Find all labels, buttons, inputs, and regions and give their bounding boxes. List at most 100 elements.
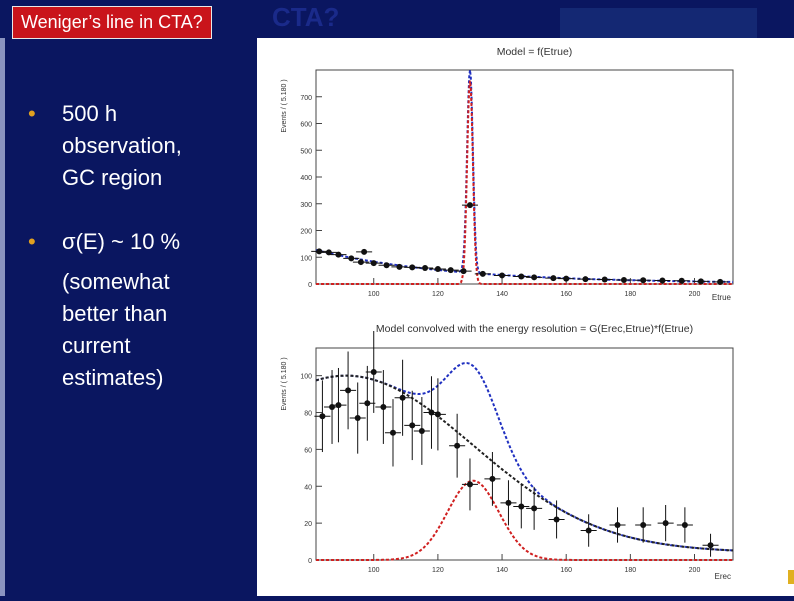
data-point (466, 202, 473, 209)
model-signal-curve (316, 80, 733, 285)
y-tick-label: 200 (300, 229, 312, 236)
y-tick-label: 600 (300, 122, 312, 129)
data-point (454, 442, 461, 449)
x-tick-label: 160 (560, 291, 572, 298)
data-point (620, 276, 627, 283)
y-tick-label: 500 (300, 148, 312, 155)
x-axis-label: Erec (715, 572, 731, 581)
sub-line: current (62, 333, 131, 358)
data-point (553, 516, 560, 523)
data-point (499, 272, 506, 279)
data-point (582, 276, 589, 283)
data-point (640, 277, 647, 284)
x-tick-label: 140 (496, 291, 508, 298)
data-point (335, 402, 342, 409)
bullet-observation: • 500 h observation, GC region (28, 98, 262, 194)
data-point (396, 263, 403, 270)
data-point (447, 267, 454, 274)
x-tick-label: 100 (368, 567, 380, 574)
model-total-curve (315, 69, 734, 283)
bullet-line: GC region (62, 165, 163, 190)
slide-edge-mark (788, 570, 794, 584)
data-point (466, 481, 473, 488)
data-point (409, 422, 416, 429)
data-point (383, 262, 390, 269)
data-point (399, 394, 406, 401)
model-signal-curve (316, 479, 733, 561)
data-point (707, 542, 714, 549)
slide-left-stripe (0, 0, 5, 596)
data-point (717, 278, 724, 285)
sub-line: (somewhat (62, 269, 170, 294)
data-point (659, 277, 666, 284)
plot-panel: Model = f(Etrue) Etrue Events / ( 5.180 ) 1… (257, 38, 794, 596)
sub-line: estimates) (62, 365, 164, 390)
x-axis-label: Etrue (712, 293, 732, 302)
y-tick-label: 0 (308, 282, 312, 289)
data-point (518, 503, 525, 510)
data-point (370, 260, 377, 267)
data-point (505, 499, 512, 506)
y-tick-label: 80 (304, 411, 312, 418)
bullet-list: • 500 h observation, GC region • σ(E) ~ … (28, 98, 262, 394)
data-point (531, 274, 538, 281)
x-tick-label: 200 (689, 567, 701, 574)
data-point (550, 275, 557, 282)
data-point (518, 273, 525, 280)
y-tick-label: 20 (304, 521, 312, 528)
y-axis-label: Events / ( 5.180 ) (281, 357, 288, 410)
data-point (357, 259, 364, 266)
chart-title: Model convolved with the energy resoluti… (376, 323, 693, 335)
sub-line: better than (62, 301, 168, 326)
y-tick-label: 40 (304, 484, 312, 491)
data-point (316, 248, 323, 255)
data-point (640, 521, 647, 528)
data-point (348, 255, 355, 262)
bullet-marker: • (28, 101, 36, 126)
plot-frame (315, 347, 734, 561)
data-point (389, 429, 396, 436)
x-tick-label: 180 (625, 567, 637, 574)
y-axis-label: Events / ( 5.180 ) (281, 79, 288, 132)
data-point (489, 475, 496, 482)
bullet-sub-note: (somewhat better than current estimates) (28, 266, 262, 394)
data-point (563, 275, 570, 282)
plots-svg: Model = f(Etrue) Etrue Events / ( 5.180 ) 1… (281, 46, 734, 581)
x-tick-label: 160 (560, 567, 572, 574)
x-tick-label: 180 (625, 291, 637, 298)
data-point (380, 403, 387, 410)
data-point (479, 270, 486, 277)
slide-title: Weniger’s line in CTA? (12, 6, 212, 39)
chart-title: Model = f(Etrue) (497, 46, 573, 58)
model-total-curve (315, 362, 734, 552)
bullet-line: observation, (62, 133, 182, 158)
bullet-line: σ(E) ~ 10 % (62, 229, 181, 254)
x-tick-label: 200 (689, 291, 701, 298)
y-tick-label: 400 (300, 175, 312, 182)
data-point (361, 248, 368, 255)
x-tick-label: 120 (432, 567, 444, 574)
x-tick-label: 100 (368, 291, 380, 298)
y-tick-label: 0 (308, 558, 312, 565)
data-point (531, 505, 538, 512)
data-point (319, 413, 326, 420)
y-tick-label: 100 (300, 255, 312, 262)
data-point (434, 266, 441, 273)
data-point (460, 268, 467, 275)
data-point (678, 277, 685, 284)
y-tick-label: 60 (304, 447, 312, 454)
data-point (422, 264, 429, 271)
bullet-marker: • (28, 229, 36, 254)
header-corner-box (560, 8, 757, 40)
y-tick-label: 700 (300, 95, 312, 102)
bullet-resolution: • σ(E) ~ 10 % (28, 226, 262, 258)
data-point (614, 521, 621, 528)
data-point (354, 415, 361, 422)
data-point (697, 278, 704, 285)
data-point (409, 264, 416, 271)
data-point (335, 251, 342, 258)
data-point (434, 411, 441, 418)
y-tick-label: 100 (300, 374, 312, 381)
data-point (585, 527, 592, 534)
data-point (601, 276, 608, 283)
